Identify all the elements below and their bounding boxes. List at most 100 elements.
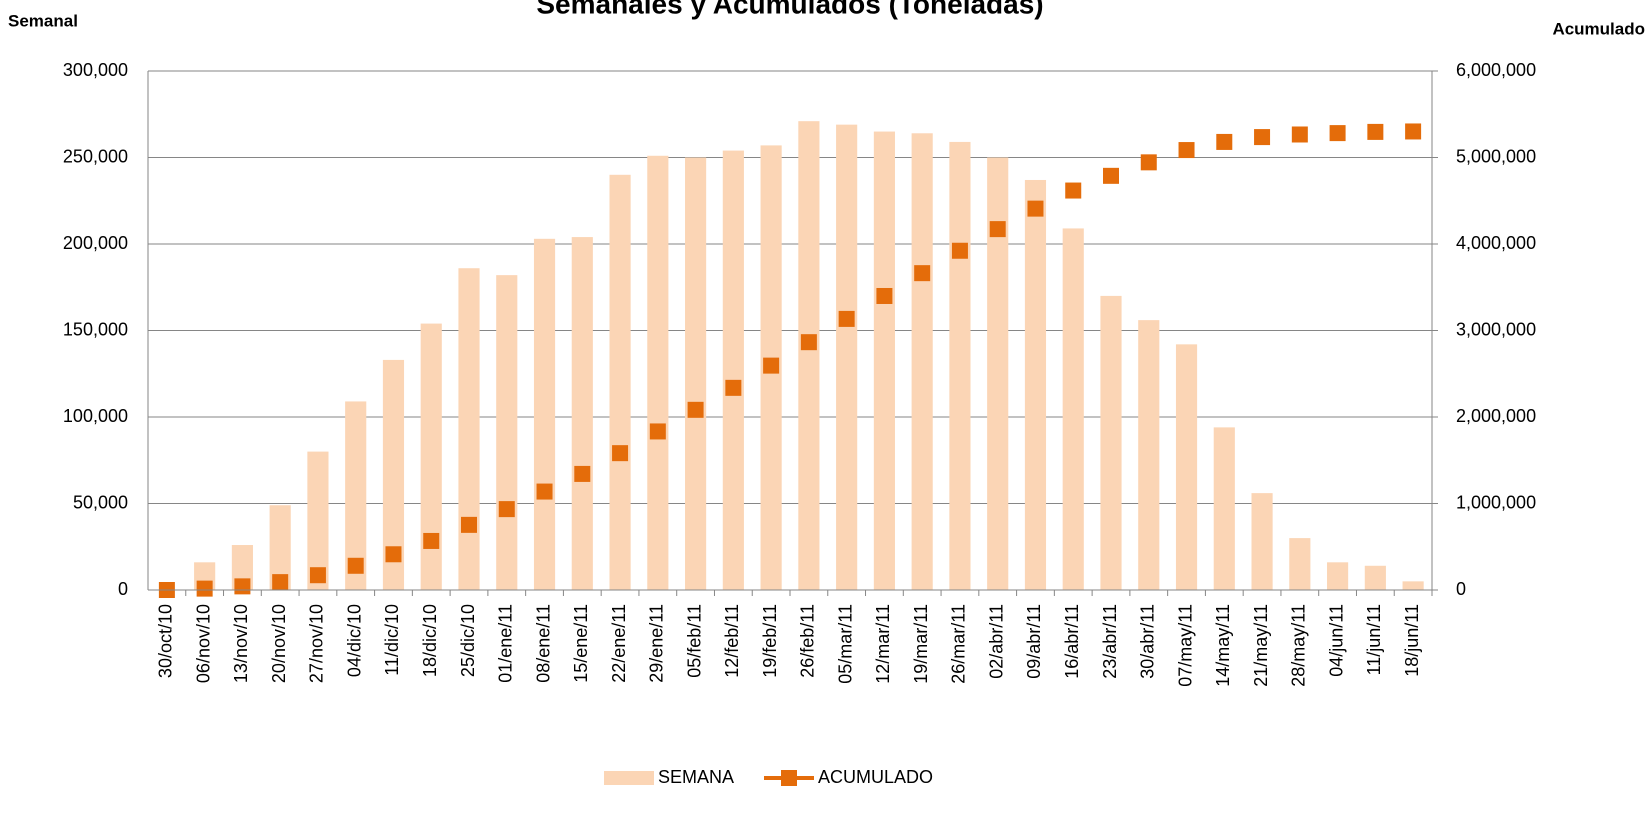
y2-tick-label: 3,000,000 (1456, 319, 1536, 339)
x-tick-label: 04/jun/11 (1326, 604, 1346, 677)
chart-title: Semanales y Acumulados (Toneladas) (536, 0, 1043, 19)
marker (1027, 200, 1044, 217)
y-tick-label: 250,000 (63, 146, 128, 166)
x-tick-label: 01/ene/11 (496, 604, 516, 683)
y-tick-label: 300,000 (63, 60, 128, 80)
x-tick-label: 11/dic/10 (382, 604, 402, 676)
bar (1062, 228, 1084, 590)
marker (1140, 154, 1157, 171)
marker (763, 357, 780, 374)
bar (873, 131, 895, 591)
y-tick-label: 0 (118, 579, 128, 599)
marker (989, 221, 1006, 238)
x-tick-label: 18/dic/10 (420, 604, 440, 677)
bar (722, 150, 744, 590)
y2-tick-label: 5,000,000 (1456, 146, 1536, 166)
x-tick-label: 14/may/11 (1213, 604, 1233, 687)
x-tick-label: 16/abr/11 (1062, 604, 1082, 679)
marker (196, 580, 213, 597)
y-axis-title: Semanal (8, 11, 78, 30)
x-tick-label: 19/feb/11 (760, 604, 780, 678)
x-tick-label: 09/abr/11 (1024, 604, 1044, 679)
x-tick-label: 27/nov/10 (307, 604, 327, 683)
marker (309, 567, 326, 584)
y2-tick-label: 6,000,000 (1456, 60, 1536, 80)
bar (1402, 581, 1424, 590)
marker (1329, 125, 1346, 142)
marker (800, 334, 817, 351)
x-tick-label: 22/ene/11 (609, 604, 629, 683)
marker (876, 287, 893, 304)
x-tick-label: 08/ene/11 (533, 604, 553, 683)
bar (949, 141, 971, 590)
legend-swatch (604, 771, 654, 785)
bar (345, 401, 367, 590)
y-tick-label: 50,000 (73, 492, 128, 512)
marker (1216, 133, 1233, 150)
x-tick-label: 30/oct/10 (156, 604, 176, 678)
marker (838, 310, 855, 327)
bar (533, 238, 556, 590)
marker (423, 532, 440, 549)
x-tick-label: 04/dic/10 (344, 604, 364, 677)
x-tick-label: 19/mar/11 (911, 604, 931, 684)
x-tick-label: 06/nov/10 (193, 604, 213, 683)
bar (420, 323, 442, 590)
marker (914, 265, 931, 282)
x-tick-label: 28/may/11 (1289, 604, 1309, 687)
y2-tick-label: 0 (1456, 579, 1466, 599)
bar (1100, 295, 1122, 590)
marker (687, 401, 704, 418)
bar (496, 275, 518, 590)
x-tick-label: 30/abr/11 (1138, 604, 1158, 679)
marker (1254, 129, 1271, 146)
x-tick-label: 21/may/11 (1251, 604, 1271, 687)
bar (307, 451, 329, 590)
marker (612, 445, 629, 462)
marker (1291, 126, 1308, 143)
marker (574, 465, 591, 482)
x-tick-label: 23/abr/11 (1100, 604, 1120, 679)
legend-label: SEMANA (658, 767, 734, 787)
bar (1138, 320, 1160, 590)
marker (1103, 167, 1119, 184)
x-tick-label: 05/feb/11 (684, 604, 704, 678)
bar (798, 121, 820, 591)
x-tick-label: 29/ene/11 (647, 604, 667, 683)
bar (1024, 179, 1047, 591)
bar (647, 155, 669, 590)
bar (609, 174, 631, 591)
legend-label: ACUMULADO (818, 767, 933, 787)
marker (1178, 142, 1195, 159)
marker (1367, 123, 1384, 140)
bar (1289, 538, 1311, 590)
x-tick-label: 20/nov/10 (269, 604, 289, 683)
marker (725, 379, 742, 396)
x-tick-label: 15/ene/11 (571, 604, 591, 683)
x-tick-label: 18/jun/11 (1402, 604, 1422, 677)
marker (951, 242, 968, 259)
y2-tick-label: 4,000,000 (1456, 233, 1536, 253)
bar (1213, 427, 1235, 590)
x-tick-label: 25/dic/10 (458, 604, 478, 677)
y-tick-label: 150,000 (63, 319, 128, 339)
x-tick-label: 12/feb/11 (722, 604, 742, 678)
x-tick-label: 11/jun/11 (1364, 604, 1384, 675)
marker (347, 557, 364, 574)
x-tick-label: 12/mar/11 (873, 604, 893, 684)
bar (382, 359, 405, 590)
bar (571, 237, 593, 590)
bar (1327, 562, 1349, 590)
marker (461, 516, 477, 533)
bar (1175, 344, 1198, 590)
x-tick-label: 05/mar/11 (835, 604, 855, 684)
x-tick-label: 13/nov/10 (231, 604, 251, 683)
y-tick-label: 200,000 (63, 233, 128, 253)
bar (1364, 565, 1386, 590)
bar (685, 157, 707, 590)
y2-tick-label: 2,000,000 (1456, 406, 1536, 426)
marker (1405, 123, 1422, 140)
bar (458, 268, 480, 590)
marker (649, 423, 666, 440)
